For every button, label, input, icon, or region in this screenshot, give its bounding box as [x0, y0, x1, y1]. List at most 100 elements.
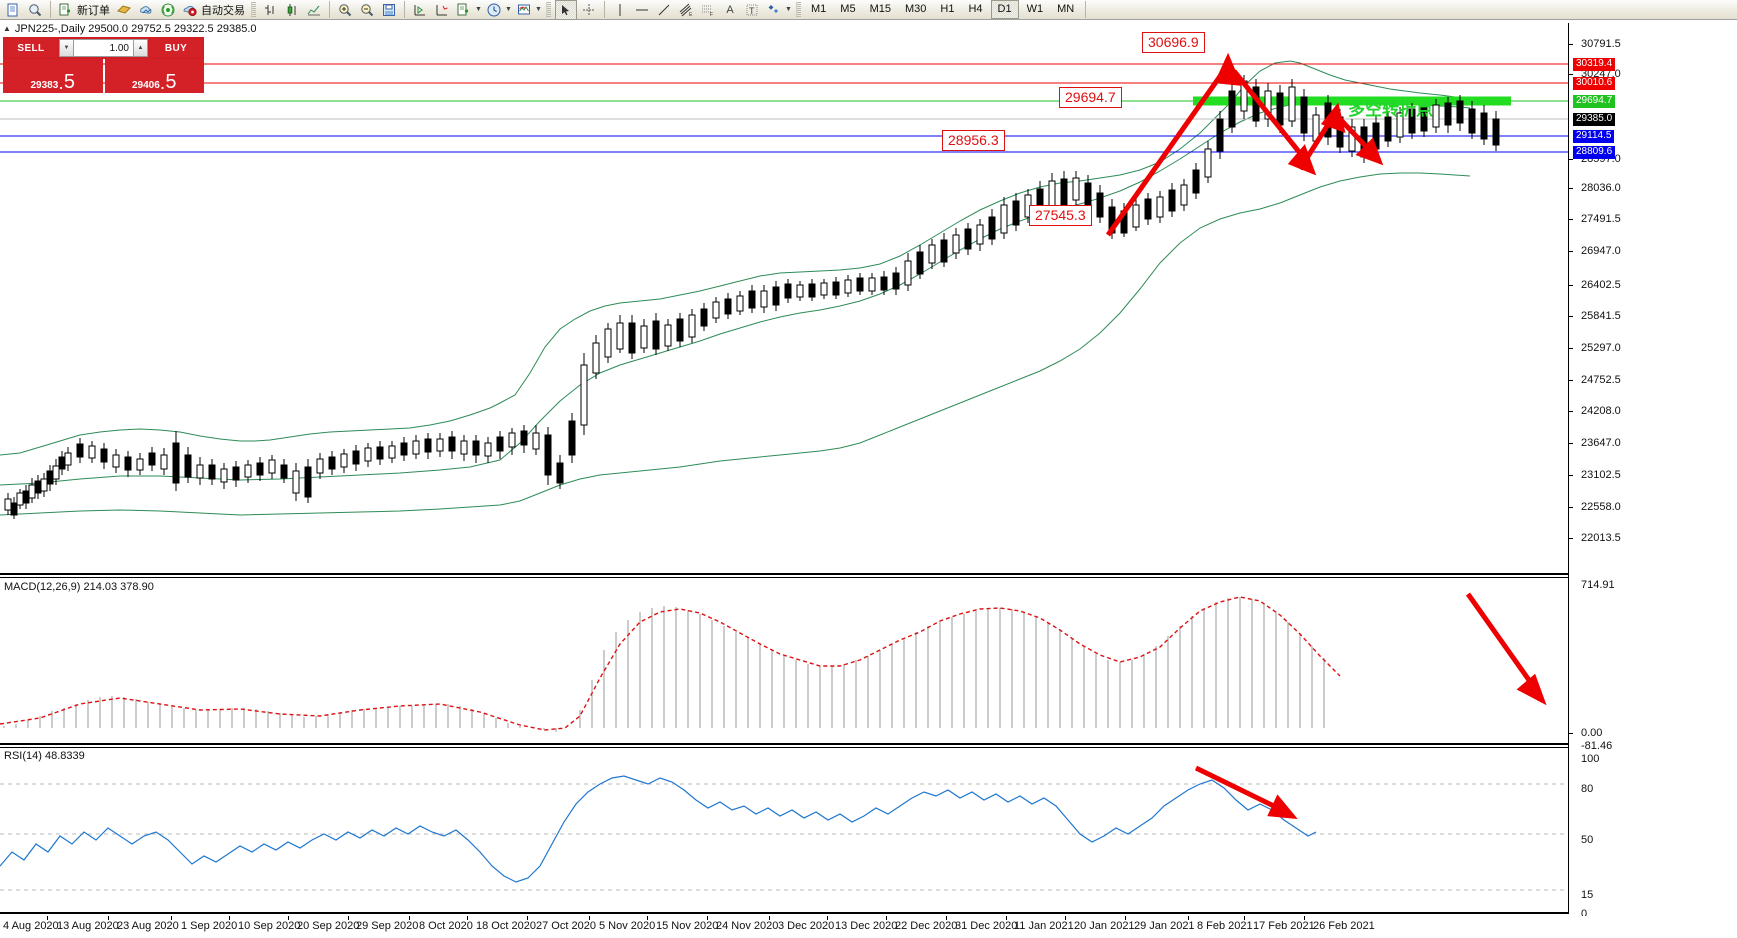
trend-arrow-annotation [1105, 52, 1384, 237]
price-chart-pane[interactable]: 30696.9 29694.7 28956.3 27545.3 多空转折点 [0, 23, 1568, 575]
price-tick: 27491.5 [1581, 213, 1621, 225]
macd-histogram [3, 597, 1325, 732]
toolbar-divider-4 [604, 1, 605, 18]
price-tag-resistance-2[interactable]: 30010.6 [1573, 77, 1616, 90]
timeframe-m5[interactable]: M5 [840, 3, 856, 15]
macd-indicator-label: MACD(12,26,9) 214.03 378.90 [4, 581, 154, 593]
price-tag-key-level[interactable]: 29694.7 [1573, 95, 1616, 108]
macd-down-arrow [1465, 592, 1547, 706]
main-toolbar[interactable]: 新订单 自动交易 ▼ ▼ ▼ [0, 0, 1737, 20]
time-tick: 22 Dec 2020 [895, 920, 958, 932]
macd-signal-line [0, 596, 1341, 731]
volume-stepper[interactable]: ▼ 1.00 ▲ [59, 39, 148, 57]
price-tag-resistance-1[interactable]: 30319.4 [1573, 58, 1616, 71]
sell-price[interactable]: 29383 . 5 [3, 59, 103, 93]
toolbar-grip-3[interactable] [796, 1, 801, 18]
chevron-down-icon[interactable]: ▼ [475, 6, 482, 13]
volume-input[interactable]: 1.00 [74, 39, 133, 57]
sell-button[interactable]: SELL [5, 39, 57, 57]
shift-chart-icon[interactable] [410, 1, 430, 19]
level-label-28956[interactable]: 28956.3 [942, 130, 1005, 151]
chevron-down-icon-3[interactable]: ▼ [535, 6, 542, 13]
line-chart-icon[interactable] [304, 1, 324, 19]
new-order-label[interactable]: 新订单 [77, 4, 110, 17]
signal-icon[interactable] [158, 1, 178, 19]
crosshair-icon[interactable] [579, 1, 599, 19]
buy-price-decimal-point: . [160, 77, 165, 92]
profile-icon[interactable] [114, 1, 134, 19]
fibo-retracement-icon[interactable]: F [698, 1, 718, 19]
level-label-27545[interactable]: 27545.3 [1029, 205, 1092, 226]
toolbar-divider-5 [1085, 1, 1087, 18]
level-label-29694[interactable]: 29694.7 [1059, 87, 1122, 108]
rsi-pane[interactable]: RSI(14) 48.8339 [0, 747, 1568, 914]
price-axis[interactable]: 30791.5 30247.0 28597.0 28036.0 27491.5 … [1568, 23, 1737, 920]
toolbar-divider-2 [329, 1, 330, 18]
zoom-in-icon[interactable] [335, 1, 355, 19]
auto-trading-label[interactable]: 自动交易 [201, 4, 245, 17]
toolbar-grip[interactable] [251, 1, 256, 18]
timeframe-m15[interactable]: M15 [869, 3, 891, 15]
chinese-annotation-note[interactable]: 多空转折点 [1348, 100, 1433, 120]
trade-panel-prices[interactable]: 29383 . 5 29406 . 5 [3, 59, 204, 93]
macd-pane[interactable]: MACD(12,26,9) 214.03 378.90 [0, 577, 1568, 745]
text-label-icon[interactable]: T [742, 1, 762, 19]
shapes-icon[interactable] [764, 1, 784, 19]
volume-decrease-button[interactable]: ▼ [59, 39, 74, 57]
toolbar-grip-2[interactable] [546, 1, 551, 18]
candlestick-chart-icon[interactable] [282, 1, 302, 19]
time-tick: 13 Aug 2020 [57, 920, 119, 932]
period-clock-icon[interactable] [484, 1, 504, 19]
auto-trading-icon[interactable] [180, 1, 200, 19]
one-click-trading-panel[interactable]: SELL ▼ 1.00 ▲ BUY 29383 . 5 29406 . 5 [3, 37, 204, 93]
trendline-icon[interactable] [654, 1, 674, 19]
timeframe-m1[interactable]: M1 [811, 3, 827, 15]
time-tick: 3 Dec 2020 [778, 920, 835, 932]
macd-tick: 714.91 [1581, 579, 1615, 591]
timeframe-m30[interactable]: M30 [904, 3, 927, 15]
text-icon[interactable]: A [726, 3, 734, 16]
new-order-icon[interactable] [56, 1, 76, 19]
zoom-out-icon[interactable] [357, 1, 377, 19]
time-tick: 29 Sep 2020 [356, 920, 419, 932]
new-document-icon[interactable] [3, 1, 23, 19]
price-tick: 24752.5 [1581, 374, 1621, 386]
vertical-line-icon[interactable] [610, 1, 630, 19]
rsi-tick: 50 [1581, 834, 1594, 846]
timeframe-mn[interactable]: MN [1057, 3, 1075, 15]
bar-chart-icon[interactable] [260, 1, 280, 19]
time-tick: 11 Jan 2021 [1014, 920, 1074, 932]
timeframe-h1[interactable]: H1 [940, 3, 955, 15]
trade-panel-top-row[interactable]: SELL ▼ 1.00 ▲ BUY [3, 37, 204, 59]
timeframe-w1[interactable]: W1 [1026, 3, 1044, 15]
chevron-down-icon-4[interactable]: ▼ [785, 6, 792, 13]
horizontal-line-icon[interactable] [632, 1, 652, 19]
timeframe-h4[interactable]: H4 [968, 3, 983, 15]
price-tag-support-1[interactable]: 29114.5 [1573, 130, 1615, 143]
time-tick: 24 Nov 2020 [716, 920, 779, 932]
fibo-expansion-icon[interactable]: E [676, 1, 696, 19]
data-window-icon[interactable] [136, 1, 156, 19]
volume-increase-button[interactable]: ▲ [133, 39, 148, 57]
cursor-icon[interactable] [555, 0, 577, 20]
macd-canvas [0, 592, 1547, 732]
price-tag-last-price[interactable]: 29385.0 [1573, 113, 1616, 126]
timeframe-d1[interactable]: D1 [990, 0, 1019, 19]
buy-button[interactable]: BUY [150, 39, 202, 57]
auto-scroll-icon[interactable] [432, 1, 452, 19]
time-tick: 26 Feb 2021 [1313, 920, 1375, 932]
price-tag-support-2[interactable]: 28809.6 [1573, 146, 1616, 159]
macd-tick: 0.00 [1581, 727, 1603, 739]
buy-price[interactable]: 29406 . 5 [104, 59, 204, 93]
collapse-triangle-icon[interactable]: ▲ [3, 24, 11, 33]
time-axis[interactable]: 4 Aug 2020 13 Aug 2020 23 Aug 2020 1 Sep… [0, 916, 1737, 938]
indicators-icon[interactable] [454, 1, 474, 19]
save-icon[interactable] [379, 1, 399, 19]
level-label-30696[interactable]: 30696.9 [1142, 32, 1205, 53]
search-chart-icon[interactable] [25, 1, 45, 19]
rsi-down-arrow [1194, 765, 1298, 820]
templates-icon[interactable] [514, 1, 534, 19]
chevron-down-icon-2[interactable]: ▼ [505, 6, 512, 13]
time-tick: 15 Nov 2020 [656, 920, 719, 932]
chart-symbol-period-ohlc: JPN225-,Daily 29500.0 29752.5 29322.5 29… [14, 22, 257, 35]
